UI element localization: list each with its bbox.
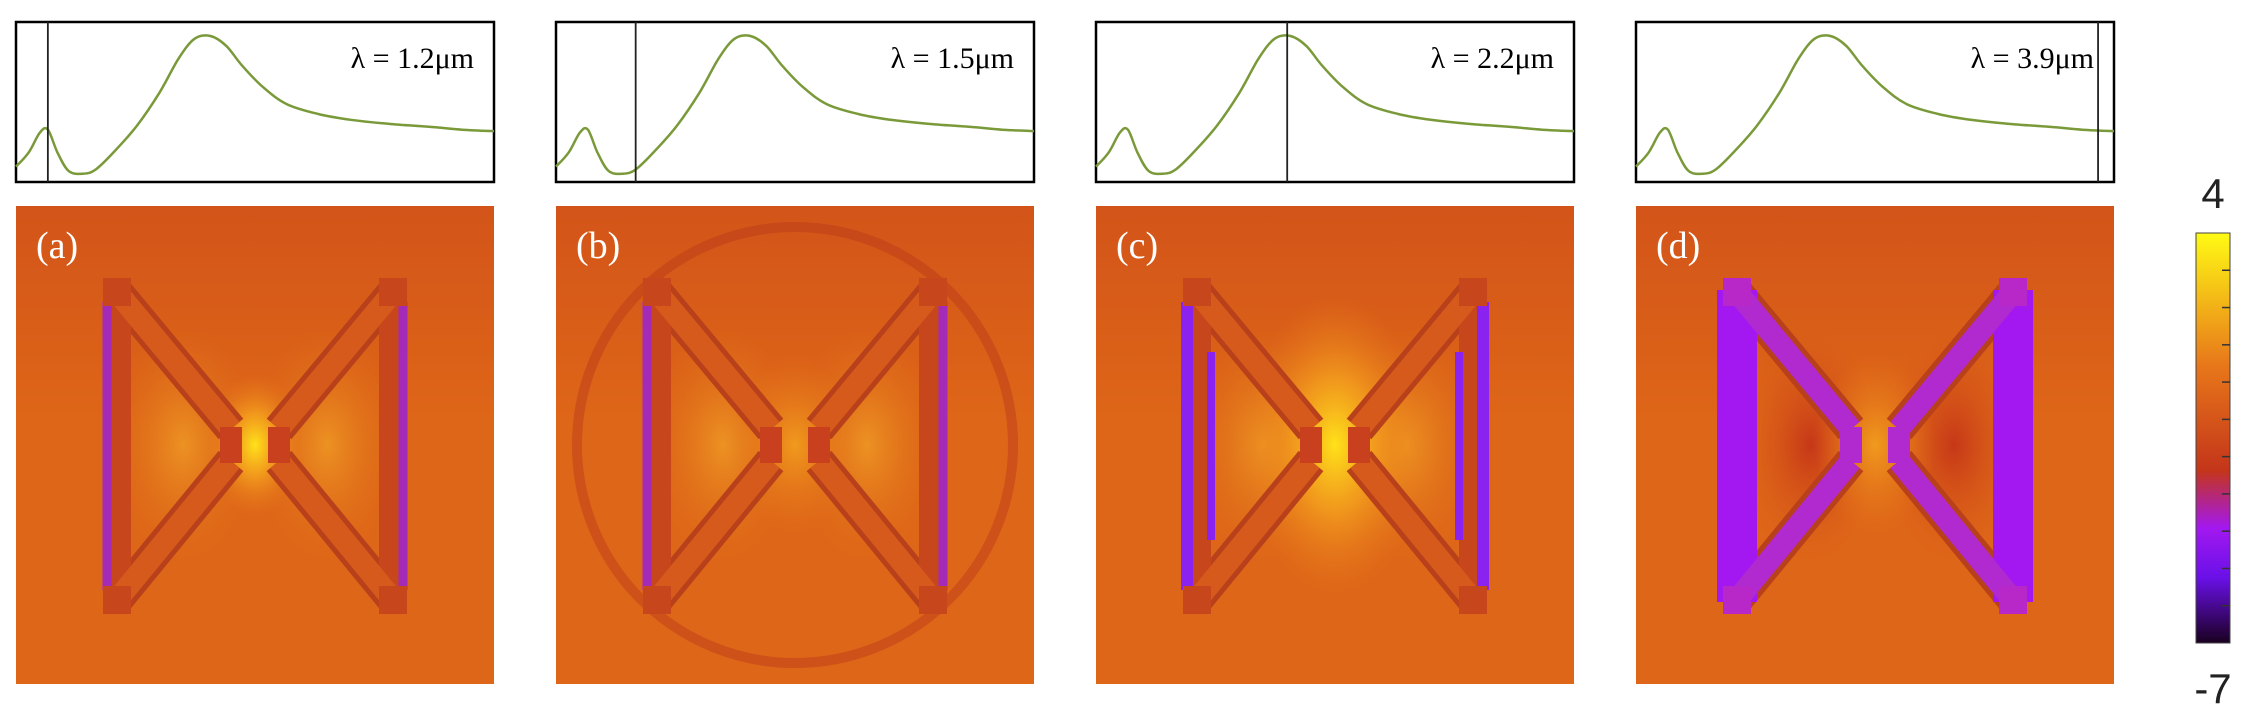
bowtie-corner (1999, 278, 2027, 306)
bowtie-corner (1459, 586, 1487, 614)
spectrum-frame (1094, 20, 1576, 184)
bowtie-arm (108, 284, 240, 437)
bowtie-arm (810, 284, 942, 437)
bowtie-arm (270, 284, 402, 437)
field-map: (c) (1096, 206, 1574, 684)
wavelength-label: λ = 1.5μm (891, 42, 1014, 75)
wavelength-label: λ = 1.2μm (351, 42, 474, 75)
spectrum-line (1095, 34, 1575, 176)
bowtie-corner (1723, 586, 1751, 614)
panel-letter: (d) (1656, 225, 1700, 267)
panel-c: λ = 2.2μm (c) (1094, 20, 1576, 684)
bowtie-corner (1183, 586, 1211, 614)
bowtie-arm (810, 454, 942, 607)
wavelength-label: λ = 3.9μm (1971, 42, 2094, 75)
bowtie-corner (379, 586, 407, 614)
bowtie-arm (1350, 284, 1482, 437)
bowtie-structure (102, 278, 408, 614)
spectrum-plot: λ = 1.2μm (14, 20, 496, 184)
colorbar-max-label: 4 (2201, 170, 2224, 217)
spectrum-line (555, 34, 1035, 176)
spectrum-frame (14, 20, 496, 184)
bowtie-structure (642, 278, 948, 614)
bowtie-structure (1717, 278, 2033, 614)
spectrum-plot: λ = 3.9μm (1634, 20, 2116, 184)
bowtie-arm (1890, 284, 2022, 437)
panel-b: λ = 1.5μm (b) (554, 20, 1036, 684)
wavelength-label: λ = 2.2μm (1431, 42, 1554, 75)
bowtie-arm (270, 454, 402, 607)
bowtie-corner (1723, 278, 1751, 306)
bowtie-corner (103, 278, 131, 306)
field-map: (a) (16, 206, 494, 684)
bowtie-arm (648, 454, 780, 607)
spectrum-plot: λ = 1.5μm (554, 20, 1036, 184)
bowtie-arm (1188, 454, 1320, 607)
bowtie-corner (1183, 278, 1211, 306)
colorbar-gradient (2195, 232, 2231, 644)
field-map: (d) (1636, 206, 2114, 684)
bowtie-corner (103, 586, 131, 614)
field-map: (b) (556, 206, 1034, 684)
panel-letter: (c) (1116, 225, 1158, 267)
spectrum-line (1635, 34, 2115, 176)
bowtie-corner (1999, 586, 2027, 614)
colorbar: 4 -7 (2194, 170, 2231, 712)
bowtie-corner (919, 586, 947, 614)
bowtie-arm (1188, 284, 1320, 437)
bowtie-arm (1890, 454, 2022, 607)
panels: λ = 1.2μm(a)λ = 1.5μm(b)λ = 2.2μm(c)λ = … (14, 20, 2116, 684)
bowtie-arm (1350, 454, 1482, 607)
gap-hotspot (1245, 295, 1425, 595)
colorbar-ticks (2222, 269, 2230, 607)
colorbar-min-label: -7 (2194, 665, 2231, 712)
panel-a: λ = 1.2μm (a) (14, 20, 496, 684)
bowtie-corner (643, 278, 671, 306)
bowtie-corner (643, 586, 671, 614)
bowtie-corner (1459, 278, 1487, 306)
bowtie-arm (648, 284, 780, 437)
bowtie-structure (1181, 278, 1489, 614)
spectrum-line (15, 34, 495, 176)
bowtie-arm (1728, 454, 1860, 607)
bowtie-arm (1728, 284, 1860, 437)
bowtie-corner (379, 278, 407, 306)
spectrum-plot: λ = 2.2μm (1094, 20, 1576, 184)
spectrum-frame (1634, 20, 2116, 184)
panel-letter: (b) (576, 225, 620, 267)
panel-letter: (a) (36, 225, 78, 267)
panel-d: λ = 3.9μm (d) (1634, 20, 2116, 684)
bowtie-arm (108, 454, 240, 607)
bowtie-corner (919, 278, 947, 306)
